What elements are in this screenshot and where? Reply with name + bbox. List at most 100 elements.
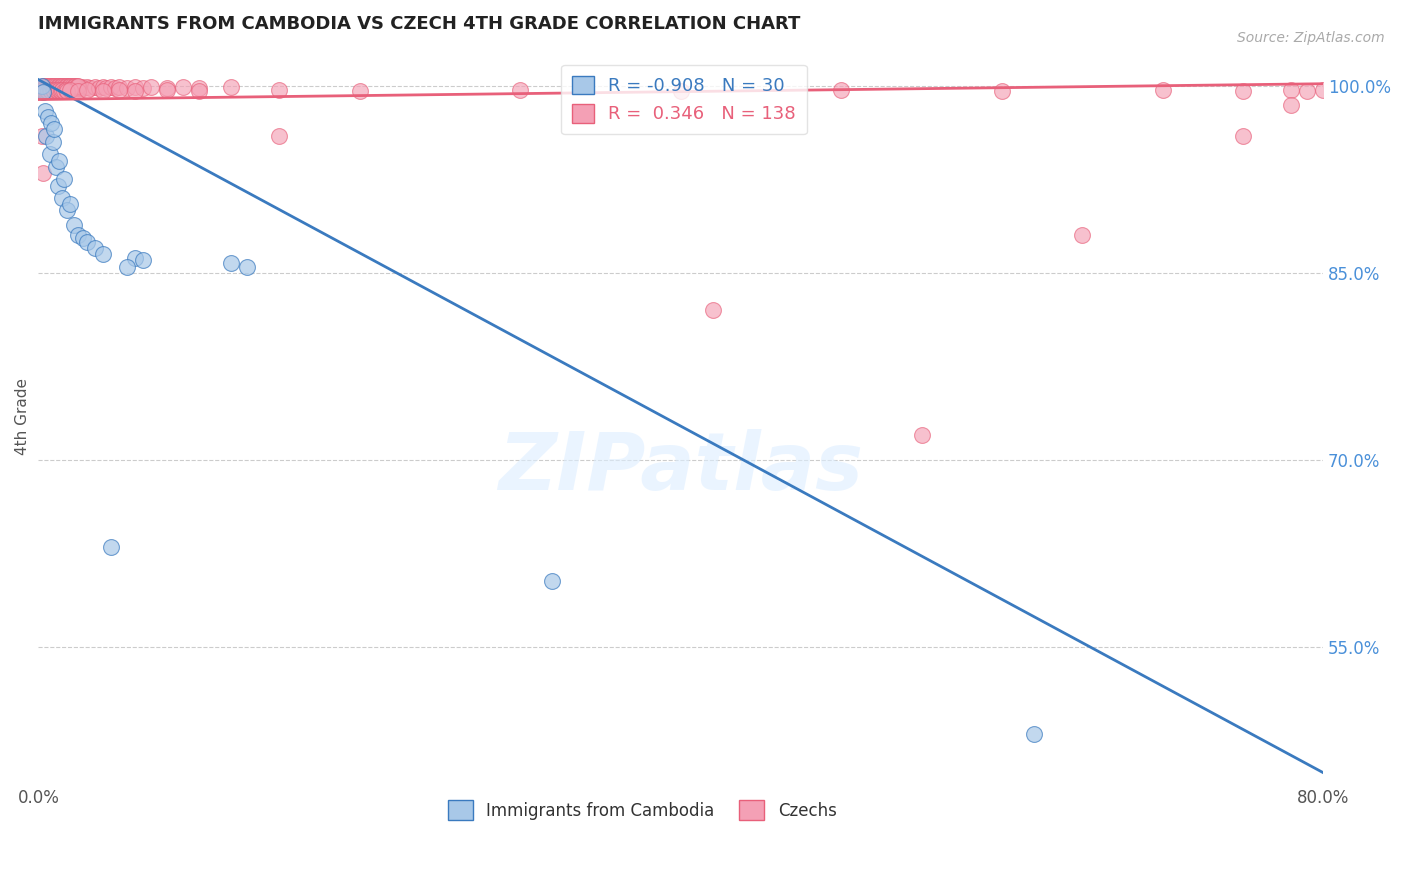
Point: [66, 81, 89, 95]
Point: [32, 78, 55, 93]
Point: [32, 82, 55, 96]
Point: [34, 103, 56, 118]
Point: [37, 80, 59, 95]
Point: [60, 78, 83, 93]
Point: [187, 81, 209, 95]
Point: [51, 191, 73, 205]
Point: [139, 80, 162, 95]
Text: ZIPatlas: ZIPatlas: [498, 428, 863, 507]
Point: [83, 241, 105, 255]
Point: [44, 84, 66, 98]
Point: [49, 78, 72, 93]
Point: [53, 81, 76, 95]
Point: [830, 82, 852, 96]
Point: [44, 80, 66, 95]
Point: [48, 80, 70, 95]
Point: [42, 81, 65, 95]
Point: [37, 81, 59, 95]
Point: [124, 84, 146, 98]
Point: [35, 81, 58, 95]
Point: [62, 219, 84, 233]
Point: [56, 203, 79, 218]
Point: [62, 81, 84, 95]
Point: [83, 80, 105, 95]
Point: [48, 82, 70, 96]
Point: [31, 82, 53, 96]
Point: [94, 81, 117, 95]
Point: [59, 81, 82, 95]
Point: [269, 82, 291, 96]
Point: [42, 82, 65, 96]
Point: [100, 80, 122, 95]
Point: [31, 81, 53, 95]
Point: [53, 172, 76, 186]
Point: [32, 166, 55, 180]
Point: [53, 80, 76, 95]
Point: [31, 128, 53, 143]
Point: [37, 78, 59, 93]
Point: [65, 80, 87, 95]
Point: [56, 80, 79, 95]
Point: [67, 80, 90, 95]
Point: [91, 80, 114, 95]
Point: [269, 128, 291, 143]
Point: [49, 80, 72, 95]
Point: [51, 78, 73, 93]
Text: Source: ZipAtlas.com: Source: ZipAtlas.com: [1237, 31, 1385, 45]
Point: [89, 81, 111, 95]
Point: [72, 81, 94, 95]
Point: [79, 81, 101, 95]
Point: [1296, 84, 1319, 98]
Point: [132, 81, 155, 95]
Point: [42, 135, 65, 149]
Point: [69, 81, 91, 95]
Point: [35, 78, 58, 93]
Point: [67, 228, 90, 243]
Point: [55, 82, 77, 96]
Point: [72, 231, 94, 245]
Point: [53, 84, 76, 98]
Point: [132, 253, 155, 268]
Point: [51, 80, 73, 95]
Point: [107, 82, 129, 96]
Point: [59, 80, 82, 95]
Point: [38, 78, 60, 93]
Point: [46, 84, 69, 98]
Point: [38, 82, 60, 96]
Point: [100, 540, 122, 554]
Point: [115, 81, 138, 95]
Point: [35, 82, 58, 96]
Point: [37, 84, 59, 98]
Point: [42, 78, 65, 93]
Text: IMMIGRANTS FROM CAMBODIA VS CZECH 4TH GRADE CORRELATION CHART: IMMIGRANTS FROM CAMBODIA VS CZECH 4TH GR…: [38, 15, 800, 33]
Point: [1152, 82, 1174, 96]
Point: [48, 78, 70, 93]
Point: [187, 84, 209, 98]
Point: [39, 80, 62, 95]
Point: [35, 80, 58, 95]
Point: [59, 78, 82, 93]
Point: [34, 81, 56, 95]
Point: [38, 80, 60, 95]
Point: [156, 81, 179, 95]
Point: [172, 80, 194, 95]
Point: [44, 78, 66, 93]
Point: [44, 122, 66, 136]
Point: [91, 84, 114, 98]
Point: [39, 84, 62, 98]
Point: [35, 82, 58, 96]
Point: [42, 80, 65, 95]
Point: [115, 260, 138, 274]
Point: [35, 128, 58, 143]
Point: [669, 84, 692, 98]
Point: [46, 178, 69, 193]
Point: [46, 78, 69, 93]
Point: [39, 116, 62, 130]
Point: [59, 82, 82, 96]
Point: [31, 78, 53, 93]
Point: [349, 84, 371, 98]
Point: [1279, 82, 1302, 96]
Point: [45, 80, 67, 95]
Point: [124, 251, 146, 265]
Point: [32, 80, 55, 95]
